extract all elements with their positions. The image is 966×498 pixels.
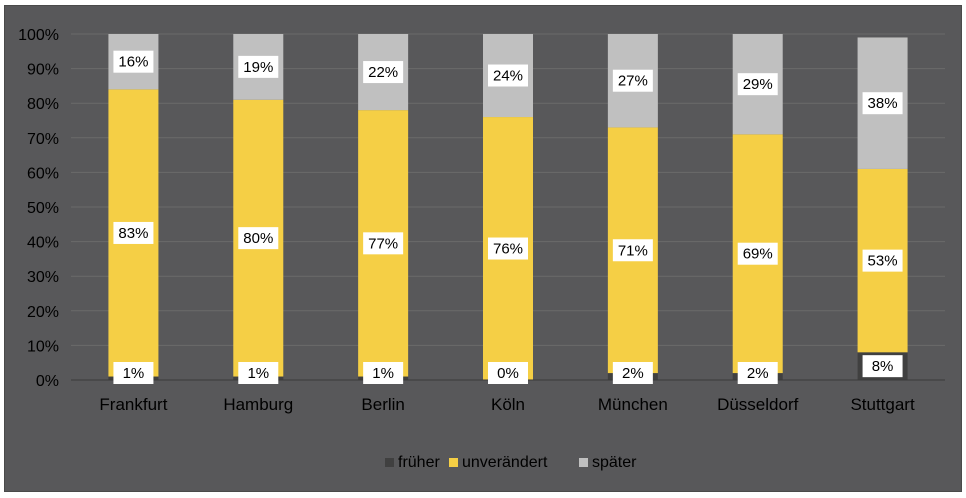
- data-label-box: [238, 362, 279, 384]
- data-label-box: [612, 69, 653, 92]
- y-tick-label: 80%: [27, 96, 59, 113]
- y-tick-label: 10%: [27, 338, 59, 355]
- data-label: 2%: [747, 365, 769, 382]
- data-label-box: [238, 227, 279, 250]
- data-label: 0%: [497, 365, 519, 382]
- y-tick-label: 30%: [27, 269, 59, 286]
- data-label-box: [113, 50, 154, 73]
- y-tick-label: 40%: [27, 235, 59, 252]
- data-label: 2%: [622, 365, 644, 382]
- data-label: 1%: [247, 365, 269, 382]
- data-label-box: [612, 239, 653, 262]
- y-axis-ticks: 0% 10% 20% 30% 40% 50% 60% 70% 80% 90% 100%: [18, 27, 59, 390]
- x-tick-label: Düsseldorf: [717, 395, 799, 414]
- data-label-box: [488, 362, 528, 384]
- legend-swatch: [579, 458, 588, 467]
- y-tick-label: 90%: [27, 62, 59, 79]
- data-label: 80%: [243, 230, 273, 247]
- y-tick-label: 100%: [18, 27, 59, 44]
- legend-swatch: [449, 458, 458, 467]
- data-label-box: [113, 221, 154, 244]
- legend-label: unverändert: [462, 454, 548, 471]
- x-tick-label: München: [598, 395, 668, 414]
- legend-label: später: [592, 454, 637, 471]
- data-label: 76%: [493, 241, 523, 258]
- data-label-box: [612, 362, 653, 384]
- legend-swatch: [385, 458, 394, 467]
- data-label-box: [363, 232, 404, 255]
- data-labels: 1% 83% 16% 1% 80% 19% 1% 77% 22% 0% 76% 24% 2% 71% 27%…: [113, 50, 903, 384]
- x-tick-label: Berlin: [361, 395, 404, 414]
- data-label-box: [113, 362, 154, 384]
- y-tick-label: 50%: [27, 200, 59, 217]
- data-label: 53%: [868, 253, 898, 270]
- data-label-box: [238, 55, 279, 78]
- data-label-box: [737, 73, 778, 96]
- x-tick-label: Frankfurt: [99, 395, 167, 414]
- stacked-bar-chart: 0% 10% 20% 30% 40% 50% 60% 70% 80% 90% 100% Frankf…: [18, 27, 945, 471]
- data-label: 8%: [872, 358, 894, 375]
- x-tick-label: Köln: [491, 395, 525, 414]
- x-tick-label: Stuttgart: [850, 395, 915, 414]
- data-label: 16%: [118, 54, 148, 71]
- data-label: 77%: [368, 235, 398, 252]
- data-label: 24%: [493, 68, 523, 85]
- data-label: 1%: [123, 365, 145, 382]
- data-label: 1%: [372, 365, 394, 382]
- x-tick-label: Hamburg: [223, 395, 293, 414]
- y-tick-label: 20%: [27, 304, 59, 321]
- y-tick-label: 0%: [36, 373, 59, 390]
- data-label: 19%: [243, 59, 273, 76]
- data-label-box: [488, 64, 528, 87]
- legend: früher unverändert später: [385, 454, 637, 471]
- data-label-box: [363, 61, 404, 84]
- data-label: 71%: [618, 242, 648, 259]
- chart-area: 0% 10% 20% 30% 40% 50% 60% 70% 80% 90% 100% Frankf…: [4, 5, 962, 492]
- data-label-box: [363, 362, 404, 384]
- data-label-box: [737, 362, 778, 384]
- legend-label: früher: [398, 454, 440, 471]
- data-label: 38%: [868, 95, 898, 112]
- y-tick-label: 60%: [27, 165, 59, 182]
- data-label-box: [862, 92, 903, 115]
- x-axis: Frankfurt Hamburg Berlin Köln München Düsseld…: [71, 379, 945, 414]
- data-label: 69%: [743, 246, 773, 263]
- data-label-box: [862, 249, 903, 272]
- data-label-box: [862, 355, 903, 378]
- data-label: 83%: [118, 225, 148, 242]
- data-label: 22%: [368, 64, 398, 81]
- data-label-box: [488, 237, 528, 260]
- data-label: 29%: [743, 76, 773, 93]
- data-label-box: [737, 242, 778, 265]
- data-label: 27%: [618, 73, 648, 90]
- y-tick-label: 70%: [27, 131, 59, 148]
